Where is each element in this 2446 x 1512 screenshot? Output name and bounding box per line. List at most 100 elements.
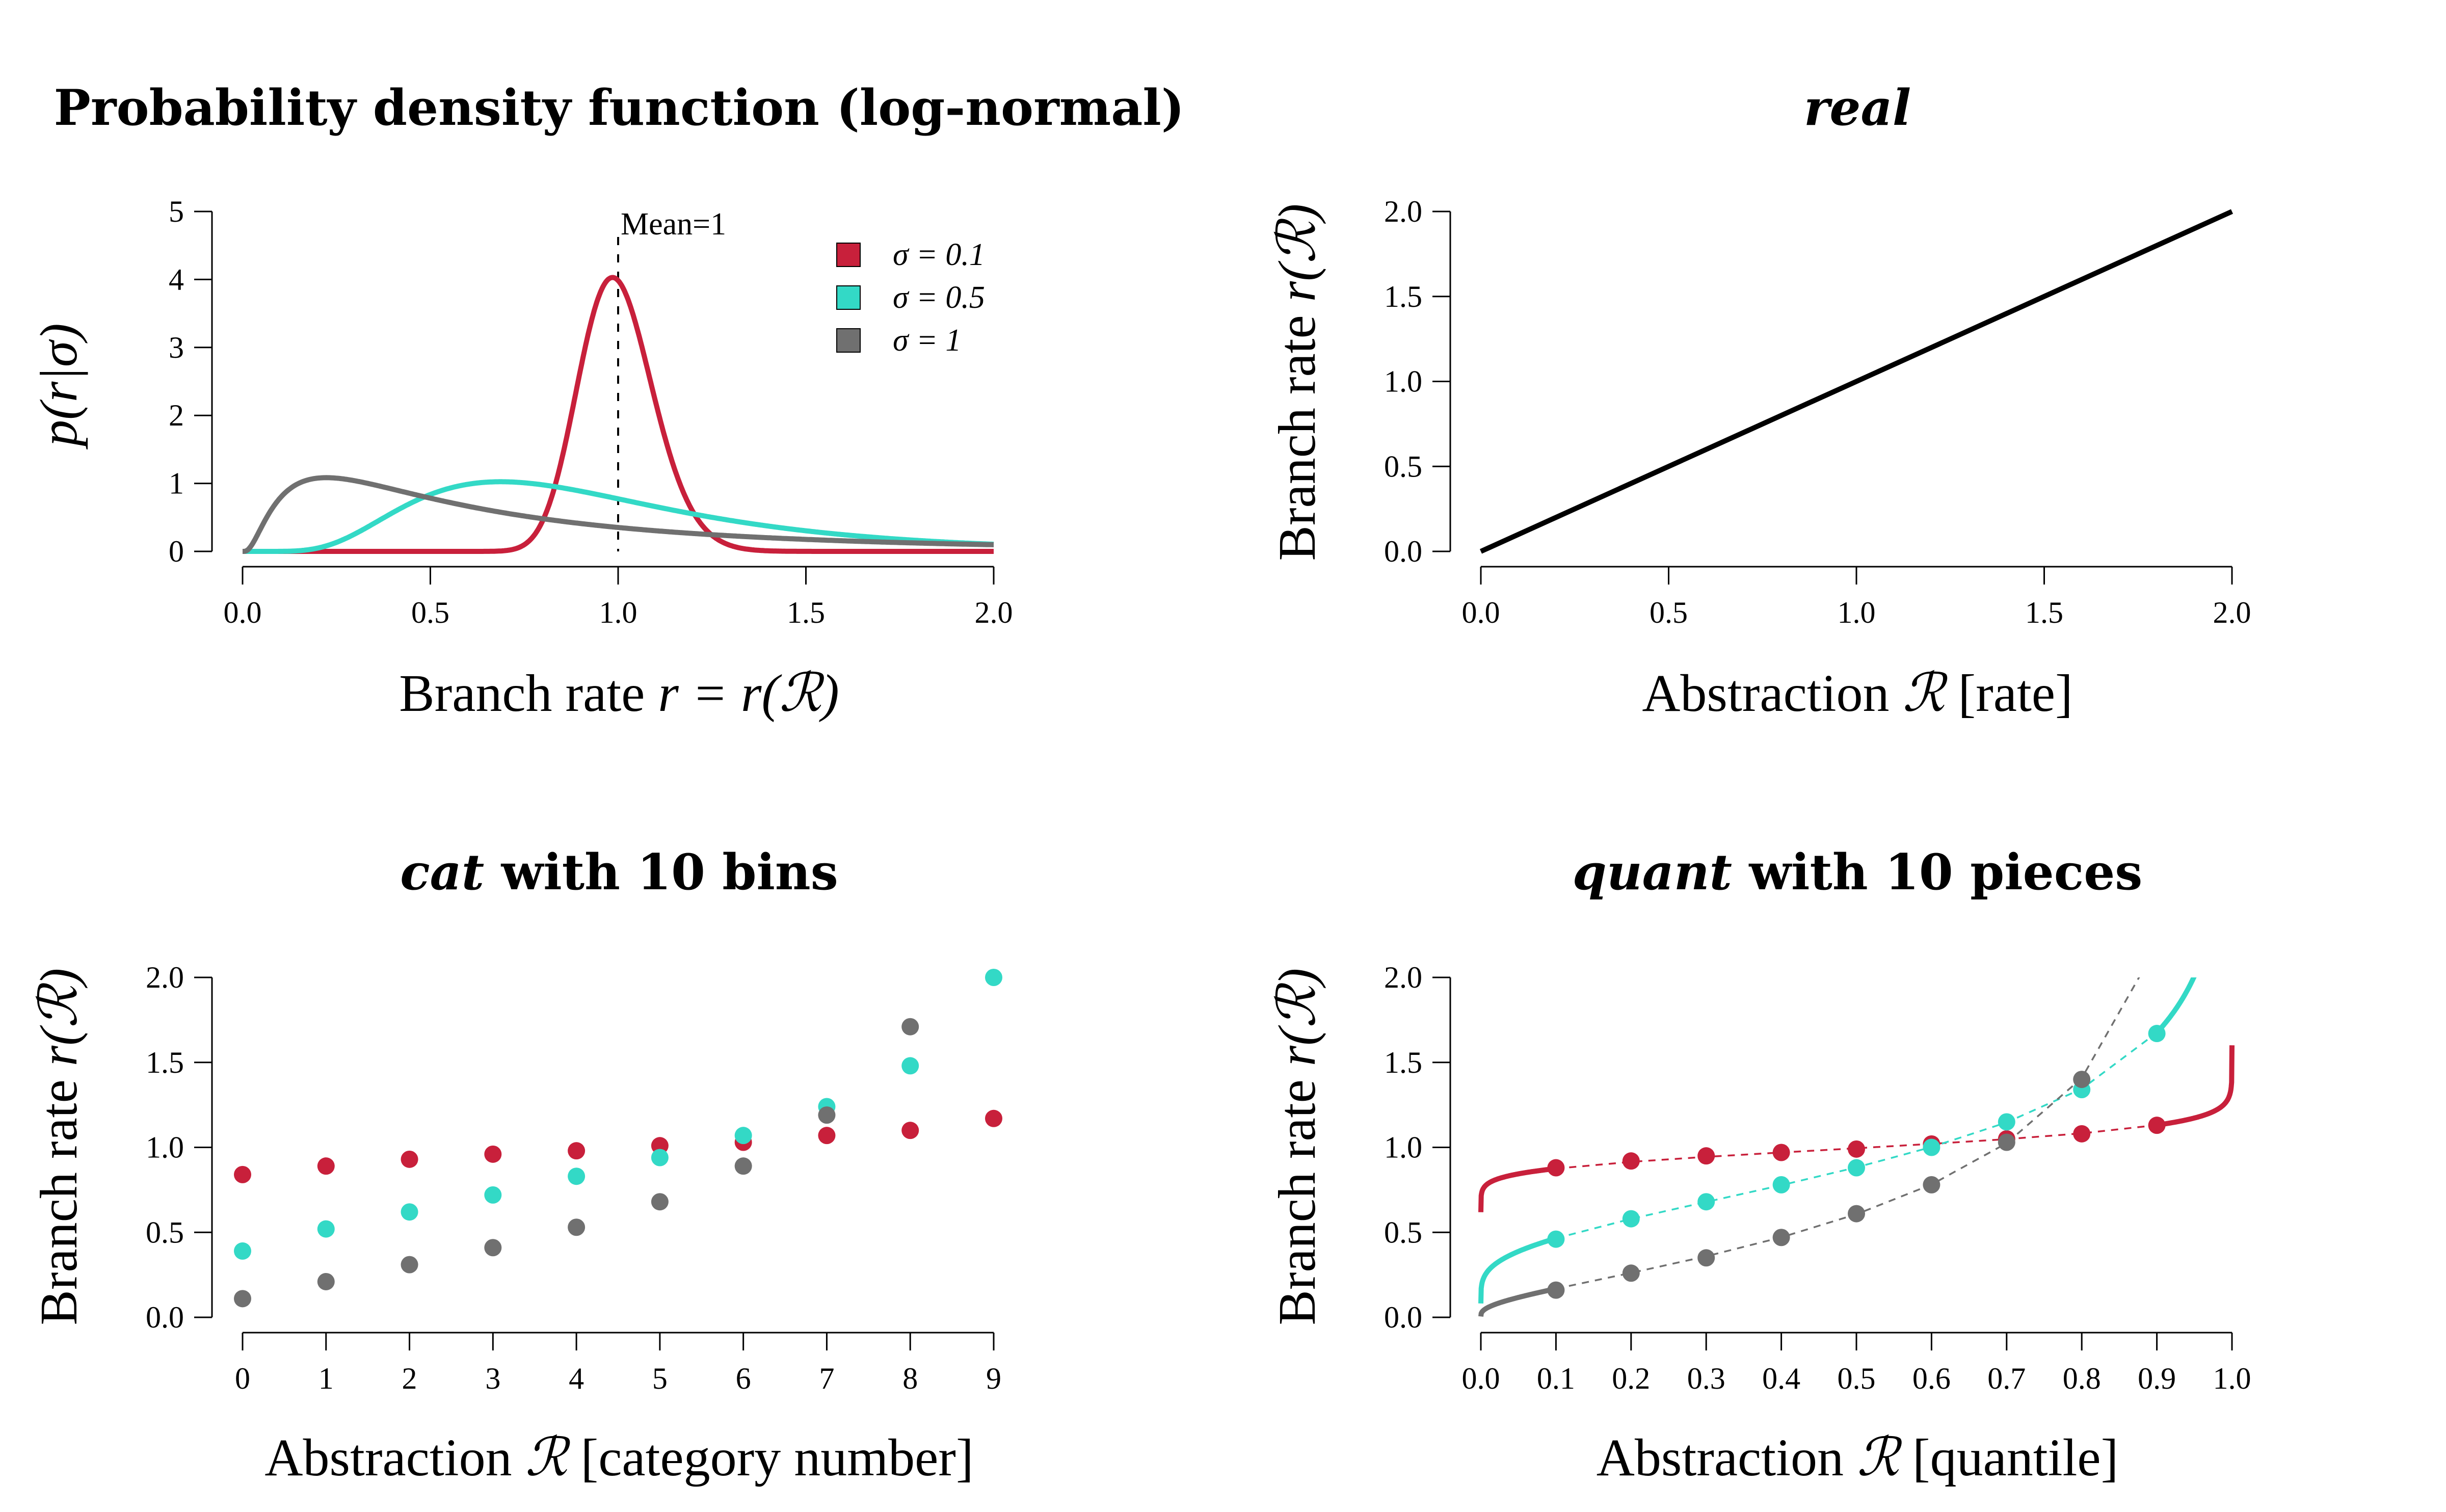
y-tick-label: 0.0 xyxy=(146,1301,184,1334)
x-tick-label: 0 xyxy=(235,1362,250,1395)
cat-point-gray xyxy=(901,1018,919,1036)
cat-point-red xyxy=(234,1165,251,1183)
cat-point-red xyxy=(818,1127,836,1145)
x-tick-label: 0.6 xyxy=(1912,1362,1951,1395)
real-plot-area: 0.0 0.5 1.0 1.5 2.0 0.0 0.5 1.0 1.5 2.0 xyxy=(1384,195,2251,629)
x-tick-label: 4 xyxy=(569,1362,584,1395)
pdf-legend: σ = 0.1 σ = 0.5 σ = 1 xyxy=(836,237,985,358)
quant-point-teal xyxy=(1998,1113,2015,1131)
pdf-line-red xyxy=(241,275,995,554)
quant-plot-area: 0.0 0.5 1.0 1.5 2.0 0.0 0.1 0.2 0.3 0.4 0.5 0.6 0.7 0… xyxy=(1384,961,2251,1395)
pdf-line-teal xyxy=(241,479,995,554)
y-tick-label: 0.5 xyxy=(1384,449,1422,483)
y-tick-label: 2 xyxy=(169,399,184,432)
quant-title: quant with 10 pieces xyxy=(1573,843,2143,901)
legend-label-teal: σ = 0.5 xyxy=(893,280,985,315)
cat-point-red xyxy=(985,1109,1002,1127)
y-tick-label: 4 xyxy=(169,262,184,296)
y-tick-label: 2.0 xyxy=(1384,961,1422,994)
quant-point-gray xyxy=(1923,1176,1940,1193)
cat-point-teal xyxy=(985,969,1002,986)
cat-point-gray xyxy=(568,1218,586,1236)
x-tick-label: 1.0 xyxy=(1838,596,1876,629)
cat-point-gray xyxy=(234,1290,251,1308)
cat-point-red xyxy=(317,1157,335,1175)
x-tick-label: 5 xyxy=(652,1362,668,1395)
y-tick-label: 1.0 xyxy=(1384,1131,1422,1164)
cat-point-gray xyxy=(818,1106,836,1124)
quant-point-teal xyxy=(1547,1230,1565,1248)
x-tick-label: 2.0 xyxy=(2213,596,2251,629)
quant-point-teal xyxy=(1697,1193,1715,1211)
quant-lines xyxy=(1478,977,2235,1317)
cat-title: cat with 10 bins xyxy=(400,843,838,901)
quant-tail-low-gray xyxy=(1478,1286,1557,1317)
quant-tail-high-red xyxy=(2156,1045,2235,1128)
x-tick-label: 1.0 xyxy=(599,596,637,629)
x-tick-label: 0.0 xyxy=(1462,596,1500,629)
cat-point-teal xyxy=(901,1057,919,1075)
quant-point-gray xyxy=(2073,1071,2091,1089)
quant-point-red xyxy=(1772,1144,1790,1161)
y-tick-label: 0.5 xyxy=(146,1215,184,1249)
pdf-line-gray xyxy=(241,475,995,554)
quant-point-teal xyxy=(2148,1025,2166,1043)
x-tick-label: 2.0 xyxy=(975,596,1013,629)
x-tick-label: 1.5 xyxy=(2025,596,2063,629)
cat-point-teal xyxy=(401,1203,418,1221)
legend-label-red: σ = 0.1 xyxy=(893,237,985,272)
legend-swatch-teal xyxy=(836,285,861,310)
quant-y-axis-label: Branch rate r(ℛ) xyxy=(1268,968,1326,1325)
x-tick-label: 0.1 xyxy=(1537,1362,1575,1395)
y-tick-label: 1.5 xyxy=(1384,280,1422,313)
y-tick-label: 2.0 xyxy=(1384,195,1422,228)
pdf-y-axis-label: p(r|σ) xyxy=(30,323,88,450)
x-tick-label: 0.5 xyxy=(1838,1362,1876,1395)
quant-point-teal xyxy=(1622,1210,1640,1228)
cat-point-gray xyxy=(317,1272,335,1290)
quant-tail-low-teal xyxy=(1478,1236,1557,1304)
panel-cat: cat with 10 bins 0.0 0.5 1.0 1.5 2.0 0 1 2 3 4 5 6 7… xyxy=(30,843,1002,1487)
x-tick-label: 0.8 xyxy=(2063,1362,2101,1395)
cat-point-red xyxy=(401,1150,418,1168)
y-tick-label: 2.0 xyxy=(146,961,184,994)
quant-point-teal xyxy=(1923,1138,1940,1156)
x-tick-label: 0.4 xyxy=(1762,1362,1800,1395)
panel-pdf: Probability density function (log-normal… xyxy=(30,79,1184,723)
identity-line xyxy=(1479,209,2234,554)
x-tick-label: 0.2 xyxy=(1612,1362,1650,1395)
quant-tail-low-red xyxy=(1478,1166,1557,1212)
quant-point-gray xyxy=(1547,1281,1565,1299)
cat-point-gray xyxy=(401,1256,418,1274)
quant-point-red xyxy=(2148,1117,2166,1134)
x-tick-label: 1.0 xyxy=(2213,1362,2251,1395)
cat-point-teal xyxy=(568,1168,586,1185)
x-tick-label: 0.9 xyxy=(2138,1362,2176,1395)
quant-point-red xyxy=(1697,1147,1715,1165)
y-tick-label: 0.5 xyxy=(1384,1215,1422,1249)
cat-point-teal xyxy=(651,1149,669,1166)
quant-dashed-gray xyxy=(1556,977,2140,1290)
quant-point-gray xyxy=(1622,1264,1640,1282)
x-tick-label: 0.0 xyxy=(224,596,262,629)
pdf-plot-area: 0 1 2 3 4 5 0.0 0.5 1.0 1.5 2.0 xyxy=(169,195,1013,629)
x-tick-label: 1 xyxy=(318,1362,334,1395)
quant-point-red xyxy=(1848,1140,1865,1158)
quant-point-teal xyxy=(1772,1176,1790,1193)
cat-point-gray xyxy=(484,1239,502,1257)
quant-point-gray xyxy=(1998,1133,2015,1151)
quant-point-red xyxy=(2073,1125,2091,1143)
cat-point-teal xyxy=(234,1242,251,1260)
quant-point-gray xyxy=(1848,1205,1865,1223)
x-tick-label: 0.5 xyxy=(411,596,449,629)
quant-point-gray xyxy=(1772,1229,1790,1246)
real-title: real xyxy=(1804,79,1911,137)
pdf-title: Probability density function (log-normal… xyxy=(54,79,1185,137)
cat-y-axis-label: Branch rate r(ℛ) xyxy=(30,968,88,1325)
cat-plot-area: 0.0 0.5 1.0 1.5 2.0 0 1 2 3 4 5 6 7 8 9 xyxy=(146,961,1002,1395)
x-tick-label: 1.5 xyxy=(787,596,825,629)
quant-x-axis-label: Abstraction ℛ [quantile] xyxy=(1597,1428,2118,1487)
cat-x-axis-label: Abstraction ℛ [category number] xyxy=(264,1428,973,1487)
y-tick-label: 0.0 xyxy=(1384,1301,1422,1334)
real-x-axis-label: Abstraction ℛ [rate] xyxy=(1642,664,2072,723)
